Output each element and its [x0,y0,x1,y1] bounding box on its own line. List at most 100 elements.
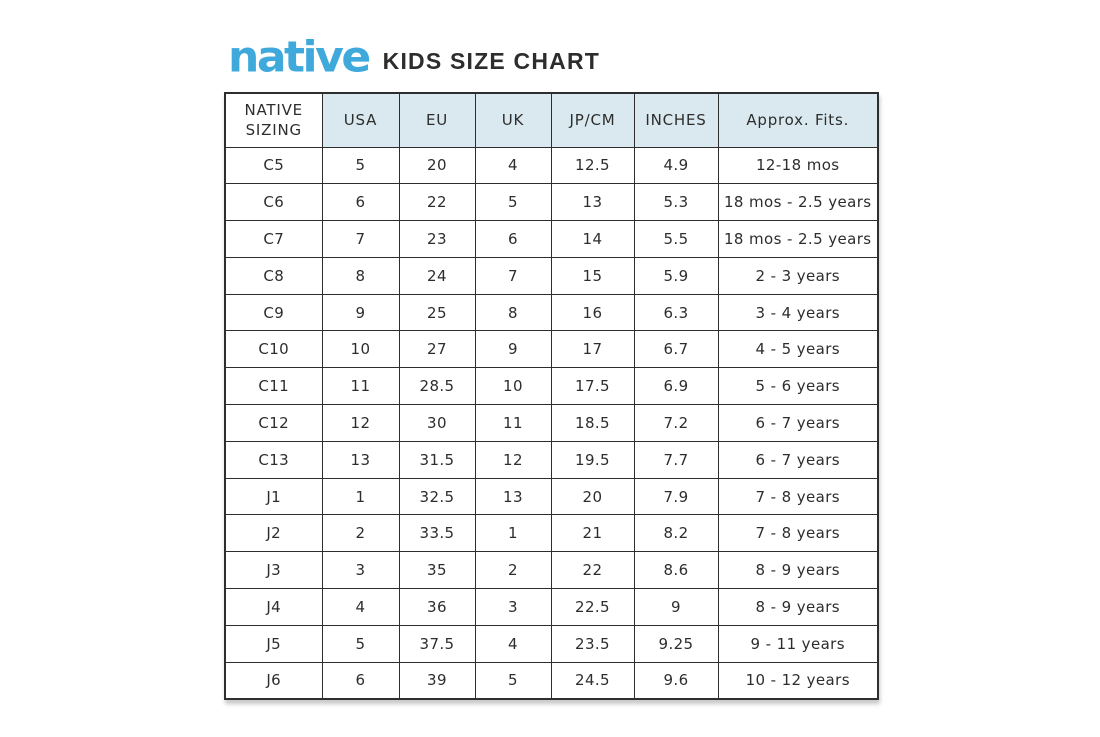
table-row: J2 2 33.5 1 21 8.2 7 - 8 years [224,514,879,553]
size-value-cell: 7 [474,256,552,295]
size-value-cell: 10 [321,330,400,369]
native-size-cell: C5 [224,146,323,185]
column-header-usa: USA [321,92,400,148]
table-row: J3 3 35 2 22 8.6 8 - 9 years [224,551,879,590]
size-value-cell: 6.9 [633,367,719,406]
column-header-approx-fits: Approx. Fits. [717,92,879,148]
column-header-native-sizing: NATIVE SIZING [224,92,323,148]
native-size-cell: J6 [224,661,323,700]
size-value-cell: 8 - 9 years [717,588,879,626]
size-value-cell: 27 [398,330,476,369]
size-value-cell: 4 [474,146,552,185]
size-value-cell: 4 [474,624,552,663]
size-value-cell: 6.3 [633,293,719,332]
size-value-cell: 16 [550,293,635,332]
size-value-cell: 13 [474,477,552,516]
size-value-cell: 7 - 8 years [717,514,879,553]
size-value-cell: 20 [550,477,635,516]
table-row: J4 4 36 3 22.5 9 8 - 9 years [224,588,879,626]
native-size-cell: C8 [224,256,323,295]
column-header-eu: EU [398,92,476,148]
size-value-cell: 7 - 8 years [717,477,879,516]
native-size-cell: J3 [224,551,323,590]
size-value-cell: 6 [474,220,552,258]
size-value-cell: 22.5 [550,588,635,626]
native-size-cell: J4 [224,588,323,626]
table-row: J6 6 39 5 24.5 9.6 10 - 12 years [224,661,879,700]
size-value-cell: 7.7 [633,440,719,479]
size-value-cell: 7.9 [633,477,719,516]
size-value-cell: 39 [398,661,476,700]
size-value-cell: 18.5 [550,404,635,442]
table-row: C9 9 25 8 16 6.3 3 - 4 years [224,293,879,332]
size-value-cell: 6 - 7 years [717,404,879,442]
size-value-cell: 6 [321,183,400,222]
native-size-cell: J5 [224,624,323,663]
size-value-cell: 7.2 [633,404,719,442]
native-size-cell: J2 [224,514,323,553]
size-value-cell: 9 [474,330,552,369]
size-value-cell: 7 [321,220,400,258]
native-size-cell: C6 [224,183,323,222]
table-row: C13 13 31.5 12 19.5 7.7 6 - 7 years [224,440,879,479]
size-value-cell: 13 [321,440,400,479]
size-value-cell: 5.3 [633,183,719,222]
table-row: C6 6 22 5 13 5.3 18 mos - 2.5 years [224,183,879,222]
column-header-jp-cm: JP/CM [550,92,635,148]
size-value-cell: 28.5 [398,367,476,406]
size-value-cell: 8 [321,256,400,295]
size-value-cell: 3 [474,588,552,626]
size-value-cell: 22 [550,551,635,590]
size-value-cell: 4.9 [633,146,719,185]
table-row: J5 5 37.5 4 23.5 9.25 9 - 11 years [224,624,879,663]
size-value-cell: 6 - 7 years [717,440,879,479]
size-value-cell: 3 - 4 years [717,293,879,332]
size-value-cell: 5.5 [633,220,719,258]
size-value-cell: 17.5 [550,367,635,406]
native-size-cell: C7 [224,220,323,258]
table-row: C12 12 30 11 18.5 7.2 6 - 7 years [224,404,879,442]
column-header-uk: UK [474,92,552,148]
table-row: C5 5 20 4 12.5 4.9 12-18 mos [224,146,879,185]
size-value-cell: 2 [321,514,400,553]
size-value-cell: 12 [474,440,552,479]
size-value-cell: 10 - 12 years [717,661,879,700]
size-value-cell: 18 mos - 2.5 years [717,183,879,222]
page-header: native KIDS SIZE CHART [228,34,877,82]
native-size-cell: C10 [224,330,323,369]
size-value-cell: 36 [398,588,476,626]
table-row: C11 11 28.5 10 17.5 6.9 5 - 6 years [224,367,879,406]
size-value-cell: 20 [398,146,476,185]
size-value-cell: 5 [474,183,552,222]
size-value-cell: 21 [550,514,635,553]
size-value-cell: 5 [474,661,552,700]
size-value-cell: 12 [321,404,400,442]
size-value-cell: 23 [398,220,476,258]
size-value-cell: 10 [474,367,552,406]
table-row: J1 1 32.5 13 20 7.9 7 - 8 years [224,477,879,516]
size-value-cell: 1 [474,514,552,553]
size-value-cell: 14 [550,220,635,258]
table-body: C5 5 20 4 12.5 4.9 12-18 mos C6 6 22 5 13 5.3 18 mos … [224,146,879,700]
size-value-cell: 22 [398,183,476,222]
size-value-cell: 17 [550,330,635,369]
size-value-cell: 32.5 [398,477,476,516]
size-value-cell: 5 [321,624,400,663]
size-value-cell: 8 - 9 years [717,551,879,590]
size-value-cell: 9.25 [633,624,719,663]
native-size-cell: J1 [224,477,323,516]
size-value-cell: 5.9 [633,256,719,295]
size-value-cell: 9 [321,293,400,332]
size-value-cell: 9 [633,588,719,626]
size-value-cell: 19.5 [550,440,635,479]
table-row: C8 8 24 7 15 5.9 2 - 3 years [224,256,879,295]
table-row: C7 7 23 6 14 5.5 18 mos - 2.5 years [224,220,879,258]
native-size-cell: C12 [224,404,323,442]
size-value-cell: 4 [321,588,400,626]
native-size-cell: C11 [224,367,323,406]
size-value-cell: 6.7 [633,330,719,369]
size-value-cell: 13 [550,183,635,222]
size-value-cell: 3 [321,551,400,590]
size-value-cell: 23.5 [550,624,635,663]
